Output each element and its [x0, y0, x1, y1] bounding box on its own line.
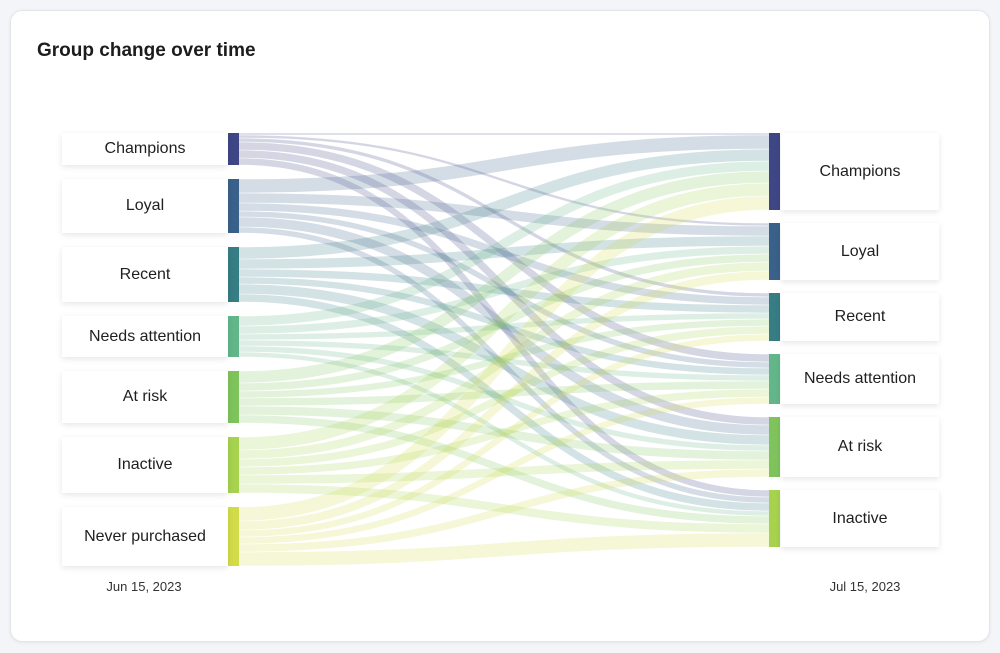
flow-link[interactable]	[238, 346, 770, 451]
flow-link[interactable]	[238, 389, 770, 475]
flow-link[interactable]	[238, 246, 770, 334]
flow-link[interactable]	[238, 313, 770, 340]
target-node-label: Champions	[781, 133, 939, 210]
flow-link[interactable]	[238, 142, 770, 362]
flow-link[interactable]	[238, 171, 770, 383]
flow-link[interactable]	[238, 340, 770, 381]
target-node-label: Loyal	[781, 223, 939, 280]
source-node-label: Champions	[62, 133, 228, 165]
flow-link[interactable]	[238, 294, 770, 511]
source-node-bar[interactable]	[228, 507, 239, 566]
flow-link[interactable]	[238, 334, 770, 537]
flow-link[interactable]	[238, 406, 770, 460]
flow-link[interactable]	[238, 150, 770, 425]
flow-link[interactable]	[238, 277, 770, 375]
flow-link[interactable]	[238, 381, 770, 406]
target-node-bar[interactable]	[769, 490, 780, 547]
flow-link[interactable]	[238, 262, 770, 459]
target-date-label: Jul 15, 2023	[829, 579, 901, 594]
flow-link[interactable]	[238, 135, 770, 193]
flow-link[interactable]	[238, 271, 770, 530]
source-node-label: Recent	[62, 247, 228, 302]
flow-link[interactable]	[238, 183, 770, 450]
flow-link[interactable]	[238, 203, 770, 305]
source-node-bar[interactable]	[228, 179, 239, 233]
flow-link[interactable]	[238, 211, 770, 368]
flow-link[interactable]	[238, 227, 770, 503]
flow-link[interactable]	[238, 319, 770, 398]
flow-link[interactable]	[238, 415, 770, 524]
flow-link[interactable]	[238, 196, 770, 521]
target-node-label: At risk	[781, 417, 939, 477]
source-node-label: Inactive	[62, 437, 228, 493]
flow-link[interactable]	[238, 326, 770, 467]
target-node-label: Needs attention	[781, 354, 939, 404]
source-node-bar[interactable]	[228, 247, 239, 302]
source-node-bar[interactable]	[228, 133, 239, 165]
source-date-label: Jun 15, 2023	[106, 579, 182, 594]
flow-link[interactable]	[238, 469, 770, 552]
source-node-label: Loyal	[62, 179, 228, 233]
flow-link[interactable]	[238, 533, 770, 566]
target-node-label: Recent	[781, 293, 939, 341]
flow-link[interactable]	[238, 284, 770, 445]
flow-link[interactable]	[238, 236, 770, 269]
flow-link[interactable]	[238, 217, 770, 435]
flow-link[interactable]	[238, 460, 770, 484]
flow-link[interactable]	[238, 254, 770, 391]
flow-link[interactable]	[238, 397, 770, 544]
flow-link[interactable]	[238, 158, 770, 497]
target-node-bar[interactable]	[769, 417, 780, 477]
source-node-bar[interactable]	[228, 316, 239, 357]
flow-link[interactable]	[238, 135, 770, 226]
source-node-label: Needs attention	[62, 316, 228, 357]
source-node-bar[interactable]	[228, 437, 239, 493]
flow-link[interactable]	[238, 484, 770, 533]
flow-link[interactable]	[238, 269, 770, 313]
flow-link[interactable]	[238, 138, 770, 297]
chart-title: Group change over time	[37, 40, 256, 61]
flow-link[interactable]	[238, 352, 770, 516]
flow-link[interactable]	[238, 161, 770, 326]
target-node-bar[interactable]	[769, 293, 780, 341]
target-node-bar[interactable]	[769, 354, 780, 404]
flow-link[interactable]	[238, 149, 770, 259]
source-node-label: Never purchased	[62, 507, 228, 566]
target-node-bar[interactable]	[769, 223, 780, 280]
target-node-label: Inactive	[781, 490, 939, 547]
source-node-bar[interactable]	[228, 371, 239, 423]
source-node-label: At risk	[62, 371, 228, 423]
flow-link[interactable]	[238, 193, 770, 236]
target-node-bar[interactable]	[769, 133, 780, 210]
